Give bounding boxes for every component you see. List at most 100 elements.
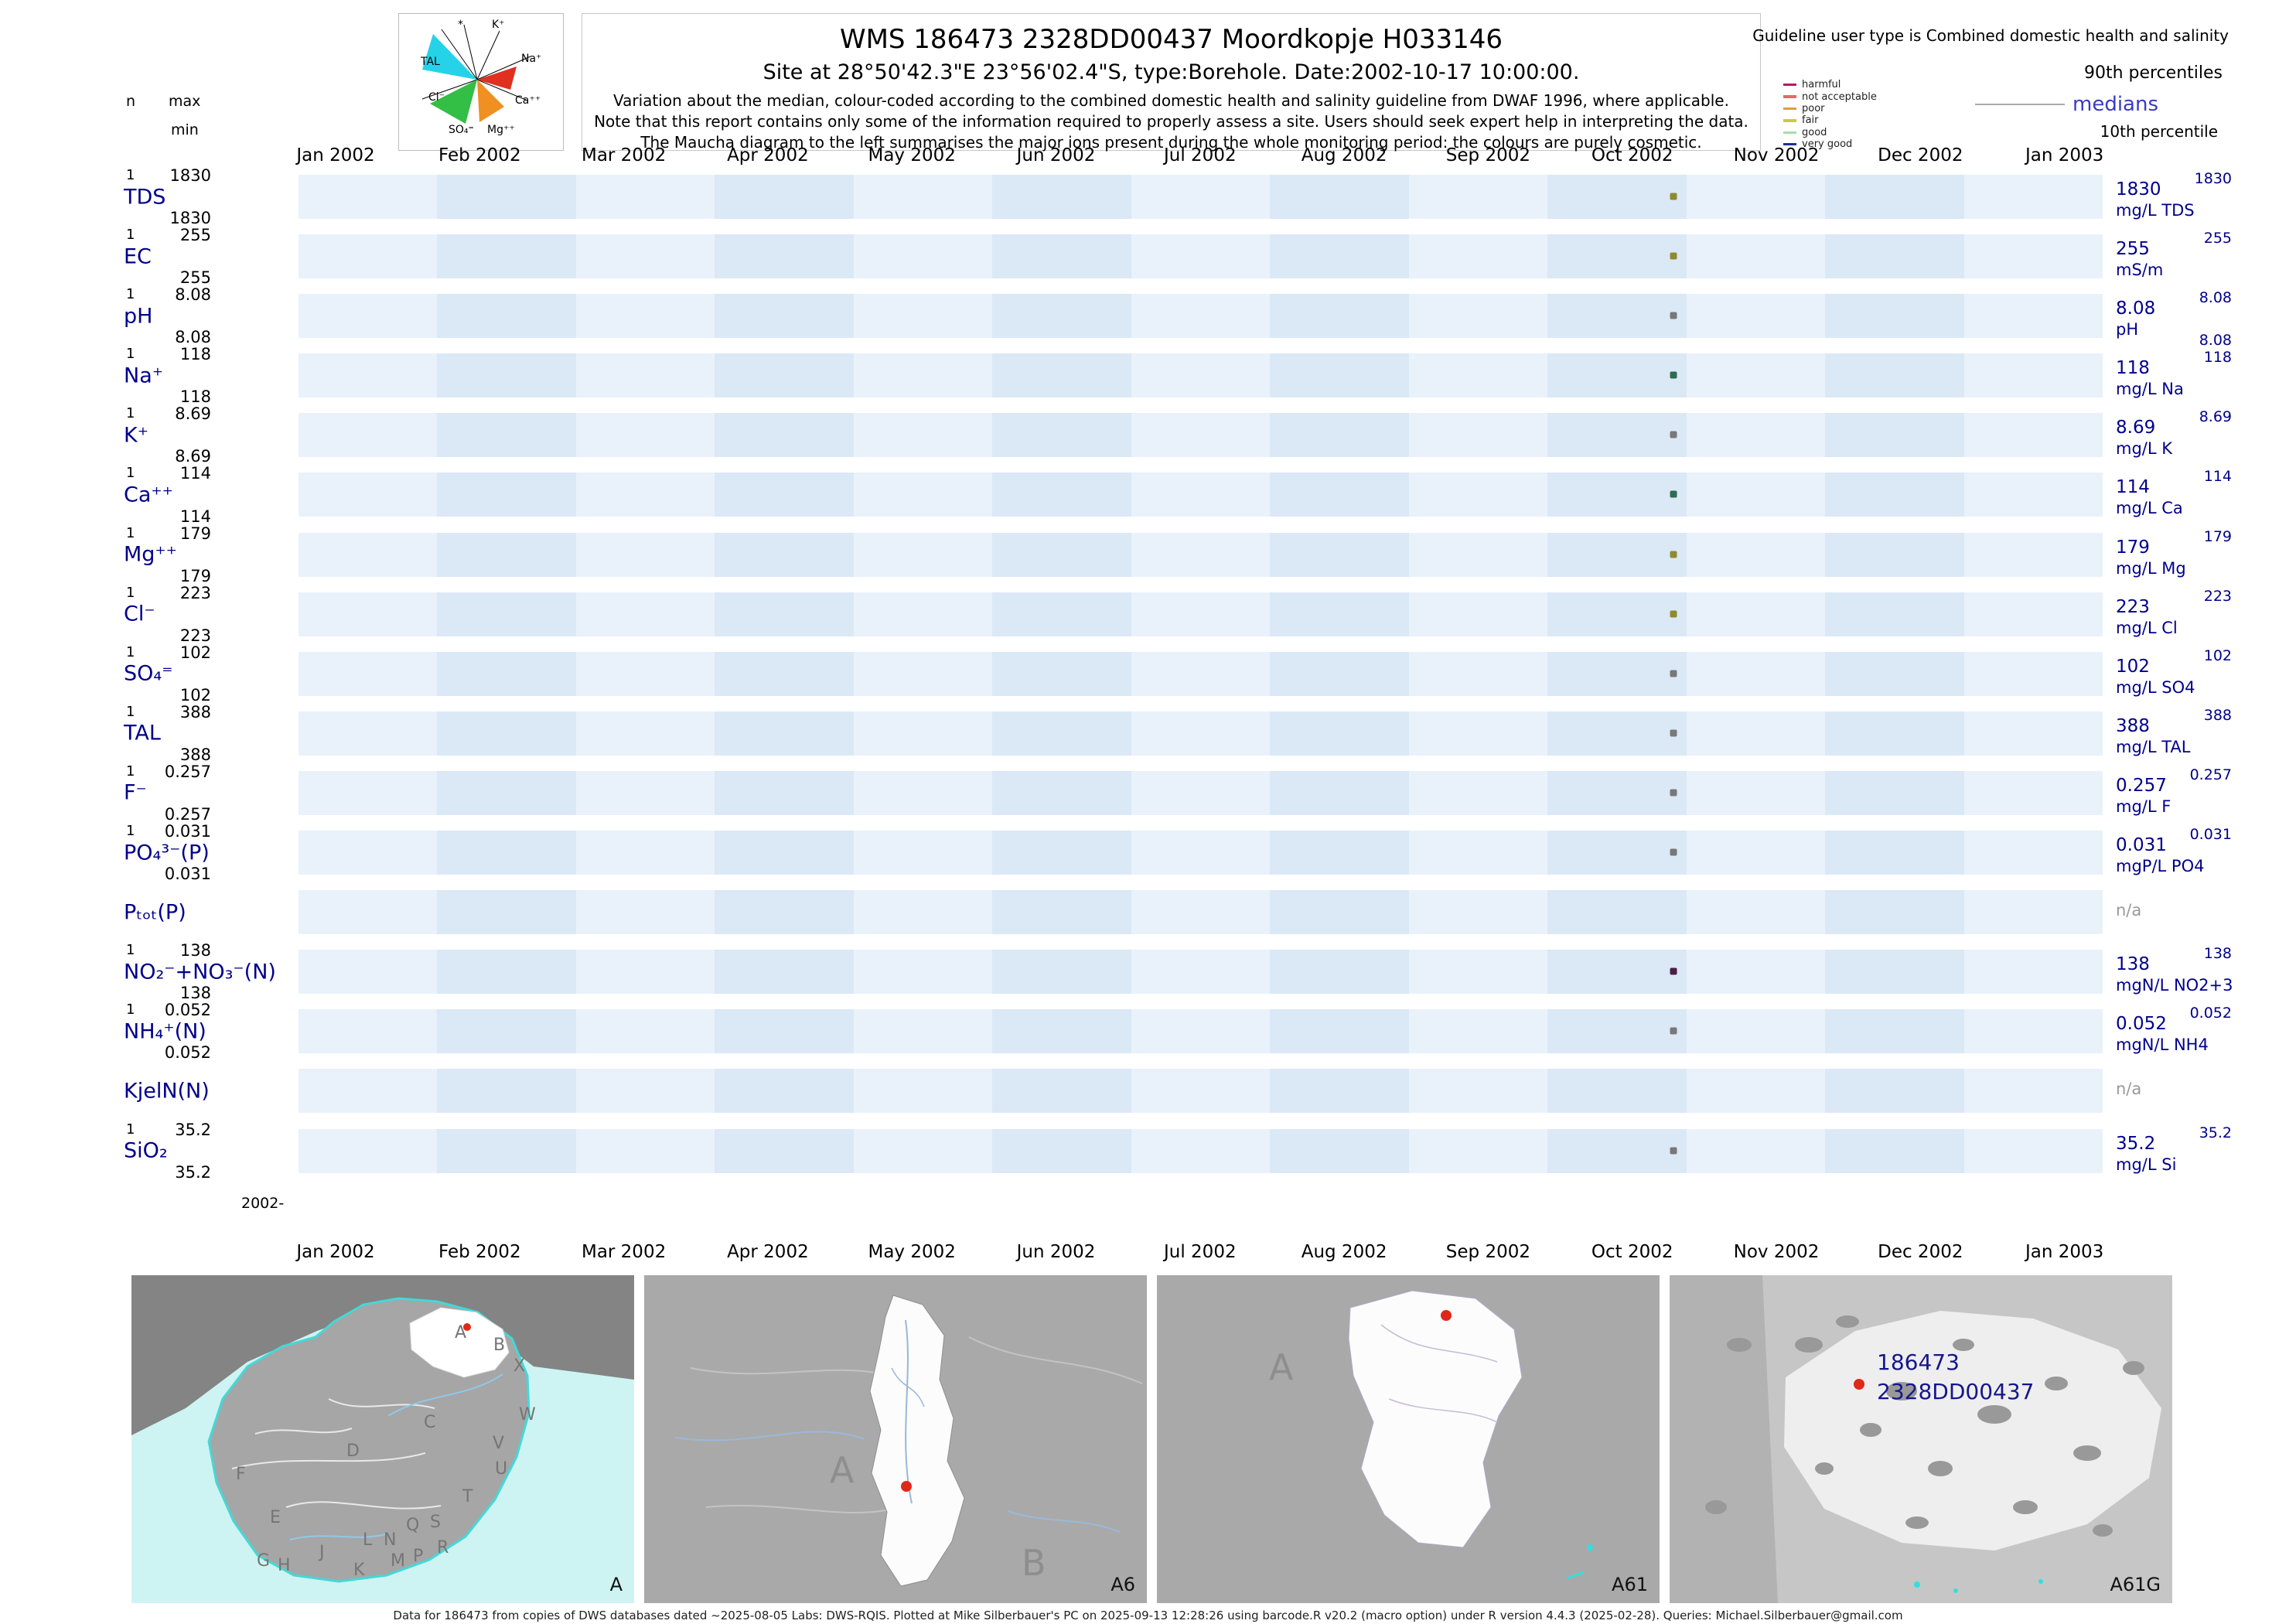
param-row-kjeln: KjelN(N) n/a <box>0 1061 2296 1121</box>
p90-value: 179 <box>2203 527 2232 545</box>
month-cell <box>1547 413 1687 458</box>
param-label: PO₄³⁻(P) <box>124 841 210 865</box>
data-point <box>1670 967 1677 975</box>
month-cell <box>1131 950 1271 995</box>
median-value: 0.052 <box>2116 1014 2167 1035</box>
data-point <box>1670 610 1677 618</box>
month-cell <box>299 651 438 696</box>
unit-label: mg/L K <box>2116 439 2173 459</box>
month-cell <box>1131 234 1271 279</box>
param-max: 8.08 <box>175 285 211 305</box>
month-cell <box>1547 711 1687 756</box>
month-cell <box>715 175 854 219</box>
param-max: 0.031 <box>164 822 211 841</box>
month-label: Jul 2002 <box>1163 1242 1237 1262</box>
month-cell <box>1131 413 1271 458</box>
month-cell <box>299 592 438 636</box>
data-point <box>1670 729 1677 737</box>
median-value: 223 <box>2116 596 2150 617</box>
p90-value: 0.257 <box>2189 766 2232 783</box>
month-cell <box>1408 770 1548 815</box>
na-label: n/a <box>2116 1080 2142 1099</box>
param-max: 0.257 <box>164 762 211 781</box>
month-cell <box>715 294 854 339</box>
month-cell <box>1131 353 1271 398</box>
param-row-mg: 1 179 179 Mg⁺⁺ 179 179 mg/L Mg <box>0 524 2296 585</box>
month-cell <box>1686 890 1826 935</box>
month-cell <box>1270 234 1409 279</box>
param-row-k: 1 8.69 8.69 K⁺ 8.69 8.69 mg/L K <box>0 404 2296 466</box>
category-color-line <box>1783 95 1796 98</box>
month-cell <box>1131 890 1271 935</box>
month-label: Dec 2002 <box>1878 145 1963 165</box>
water-mark <box>1953 1588 1958 1593</box>
row-values: 223 223 mg/L Cl <box>2116 585 2232 644</box>
maucha-ion-label: Na⁺ <box>521 53 542 65</box>
month-cell <box>1270 831 1409 875</box>
month-cell <box>992 890 1131 935</box>
month-cell <box>715 1128 854 1173</box>
month-cell <box>715 1069 854 1114</box>
p90-value: 223 <box>2203 587 2232 605</box>
p90-value: 102 <box>2203 647 2232 664</box>
month-cell <box>1131 1009 1271 1054</box>
note-disclaimer: Note that this report contains only some… <box>594 112 1748 131</box>
drainage-region-letter: U <box>495 1459 507 1479</box>
drainage-region-letter: N <box>384 1530 396 1550</box>
month-cell <box>1408 532 1548 577</box>
param-min: 255 <box>179 268 211 288</box>
param-min: 0.031 <box>164 865 211 884</box>
timeline-band <box>299 175 2103 219</box>
p90-value: 1830 <box>2194 170 2232 187</box>
row-values: 179 179 mg/L Mg <box>2116 525 2232 585</box>
month-cell <box>575 1069 715 1114</box>
drainage-region-letter: M <box>391 1551 405 1571</box>
month-cell <box>1131 1069 1271 1114</box>
month-cell <box>853 711 993 756</box>
site-subtitle: Site at 28°50'42.3"E 23°56'02.4"S, type:… <box>762 60 1580 84</box>
data-point <box>1670 371 1677 379</box>
month-cell <box>299 711 438 756</box>
month-cell <box>1963 890 2103 935</box>
month-cell <box>1963 413 2103 458</box>
month-cell <box>1408 294 1548 339</box>
month-cell <box>1408 831 1548 875</box>
timeline-band <box>299 1009 2103 1054</box>
sample-count: 1 <box>126 465 135 482</box>
month-cell <box>1825 1128 1964 1173</box>
month-cell <box>437 473 576 517</box>
median-value: 114 <box>2116 477 2150 498</box>
month-cell <box>853 353 993 398</box>
timeline-band <box>299 651 2103 696</box>
timeline-band <box>299 532 2103 577</box>
map-panel-a61g: 186473 2328DD00437 A61G <box>1670 1275 2172 1603</box>
month-cell <box>1825 532 1964 577</box>
row-values: 138 138 mgN/L NO2+3 <box>2116 942 2233 1001</box>
month-cell <box>437 532 576 577</box>
month-cell <box>1963 234 2103 279</box>
row-values: 114 114 mg/L Ca <box>2116 465 2232 524</box>
timeline-band <box>299 413 2103 458</box>
guideline-legend: Guideline user type is Combined domestic… <box>1752 23 2235 162</box>
data-point <box>1670 848 1677 856</box>
maucha-ion-label: SO₄⁼ <box>449 124 474 136</box>
month-cell <box>437 651 576 696</box>
map-panel-a61: A A61 <box>1157 1275 1660 1603</box>
month-cell <box>437 831 576 875</box>
month-label: Apr 2002 <box>727 1242 809 1262</box>
map-a61g-svg: 186473 2328DD00437 A61G <box>1670 1275 2172 1603</box>
site-location-dot <box>463 1323 471 1331</box>
month-cell <box>299 831 438 875</box>
data-point <box>1670 789 1677 797</box>
month-cell <box>1270 413 1409 458</box>
month-cell <box>1131 1128 1271 1173</box>
min-header: min <box>171 121 199 138</box>
month-cell <box>1270 1069 1409 1114</box>
param-min: 388 <box>179 745 211 764</box>
month-cell <box>1547 592 1687 636</box>
data-point <box>1670 551 1677 558</box>
legend-category: not acceptable <box>1783 90 1877 103</box>
maucha-wedge-cyan <box>422 34 477 80</box>
month-cell <box>1686 651 1826 696</box>
p90-value: 8.08 <box>2199 289 2232 307</box>
